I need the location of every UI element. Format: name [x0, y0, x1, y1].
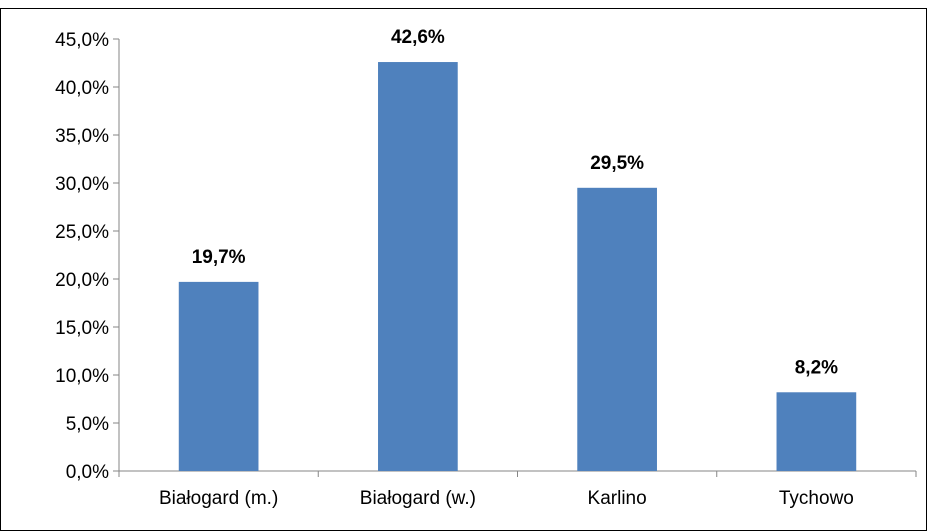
data-label: 42,6%: [391, 27, 445, 48]
y-tick-label: 10,0%: [55, 366, 109, 387]
y-tick-label: 30,0%: [55, 174, 109, 195]
y-tick-label: 25,0%: [55, 222, 109, 243]
bar: [577, 187, 657, 472]
y-tick-label: 0,0%: [66, 462, 109, 483]
bar: [776, 392, 857, 471]
y-tick-label: 20,0%: [55, 270, 109, 291]
chart-frame: 0,0% 5,0% 10,0% 15,0% 20,0% 25,0% 30,0% 35,0% 40…: [0, 8, 927, 531]
bar-chart: 0,0% 5,0% 10,0% 15,0% 20,0% 25,0% 30,0% 35,0% 40…: [55, 27, 917, 509]
data-label: 8,2%: [795, 357, 838, 378]
bar: [178, 281, 259, 471]
caption-strip: [0, 0, 927, 8]
y-axis: 0,0% 5,0% 10,0% 15,0% 20,0% 25,0% 30,0% 35,0% 40…: [55, 30, 120, 483]
y-tick-label: 15,0%: [55, 318, 109, 339]
y-tick-label: 40,0%: [55, 78, 109, 99]
bars: [178, 62, 857, 472]
y-tick-label: 45,0%: [55, 30, 109, 51]
x-tick-label: Białogard (w.): [360, 488, 476, 509]
x-axis: Białogard (m.) Białogard (w.) Karlino Tycho…: [118, 470, 917, 509]
data-label: 19,7%: [192, 247, 246, 268]
x-tick-label: Tychowo: [779, 488, 854, 509]
y-tick-label: 5,0%: [66, 414, 109, 435]
data-labels: 19,7% 42,6% 29,5% 8,2%: [192, 27, 838, 378]
x-tick-label: Białogard (m.): [159, 488, 278, 509]
data-label: 29,5%: [590, 153, 644, 174]
x-tick-label: Karlino: [588, 488, 647, 509]
y-tick-label: 35,0%: [55, 126, 109, 147]
bar: [378, 62, 458, 471]
